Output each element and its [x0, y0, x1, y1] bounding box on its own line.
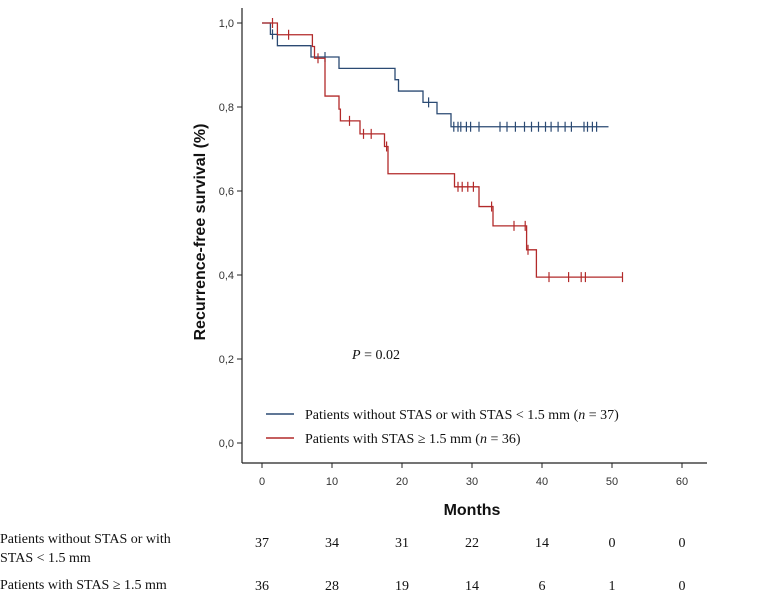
risk-value: 37	[255, 536, 269, 551]
x-tick-label: 0	[259, 476, 265, 488]
x-tick-label: 50	[606, 476, 618, 488]
survival-curve-stas	[262, 22, 623, 278]
x-axis-title: Months	[444, 502, 501, 519]
y-tick-label: 0,0	[219, 438, 234, 450]
risk-value: 14	[465, 579, 479, 594]
risk-row-label-stas: Patients with STAS ≥ 1.5 mm	[0, 578, 167, 593]
risk-value: 22	[465, 536, 479, 551]
axes	[241, 8, 707, 464]
risk-row-label-no-stas-line2: STAS < 1.5 mm	[0, 551, 91, 566]
x-ticks: 0 10 20 30 40 50 60	[259, 463, 688, 488]
x-tick-label: 40	[536, 476, 548, 488]
risk-value: 28	[325, 579, 339, 594]
y-tick-label: 0,8	[219, 102, 234, 114]
y-axis-title: Recurrence-free survival (%)	[192, 124, 209, 341]
y-tick-label: 0,4	[219, 270, 234, 282]
y-ticks: 0,0 0,2 0,4 0,6 0,8 1,0	[219, 18, 242, 450]
x-tick-label: 60	[676, 476, 688, 488]
risk-value: 0	[679, 536, 686, 551]
legend-label-stas: Patients with STAS ≥ 1.5 mm (n = 36)	[305, 432, 521, 447]
risk-value: 31	[395, 536, 409, 551]
legend-no-stas-n: n	[578, 408, 585, 423]
x-tick-label: 20	[396, 476, 408, 488]
y-tick-label: 0,2	[219, 354, 234, 366]
p-value-number: = 0.02	[361, 348, 400, 363]
risk-value: 19	[395, 579, 409, 594]
y-tick-label: 0,6	[219, 186, 234, 198]
legend-no-stas-pre: Patients without STAS or with STAS < 1.5…	[305, 408, 579, 423]
risk-value: 0	[679, 579, 686, 594]
legend-stas-post: = 36)	[487, 432, 521, 447]
risk-value: 6	[539, 579, 546, 594]
risk-value: 1	[609, 579, 616, 594]
risk-value: 36	[255, 579, 269, 594]
y-tick-label: 1,0	[219, 18, 234, 30]
legend-stas-n: n	[480, 432, 487, 447]
risk-value: 34	[325, 536, 339, 551]
risk-values: 37 34 31 22 14 0 0 36 28 19 14 6 1 0	[255, 536, 686, 594]
risk-value: 0	[609, 536, 616, 551]
number-at-risk-table: Patients without STAS or with STAS < 1.5…	[0, 532, 686, 594]
legend-label-no-stas: Patients without STAS or with STAS < 1.5…	[305, 408, 619, 423]
p-value-annotation: P = 0.02	[351, 348, 400, 363]
legend: Patients without STAS or with STAS < 1.5…	[266, 408, 619, 447]
survival-curves	[262, 18, 624, 283]
legend-no-stas-post: = 37)	[585, 408, 619, 423]
risk-row-label-no-stas-line1: Patients without STAS or with	[0, 532, 171, 547]
survival-curve-no-stas	[262, 22, 609, 128]
x-tick-label: 10	[326, 476, 338, 488]
x-tick-label: 30	[466, 476, 478, 488]
p-value-label: P	[351, 348, 361, 363]
risk-value: 14	[535, 536, 549, 551]
legend-stas-pre: Patients with STAS ≥ 1.5 mm (	[305, 432, 480, 447]
